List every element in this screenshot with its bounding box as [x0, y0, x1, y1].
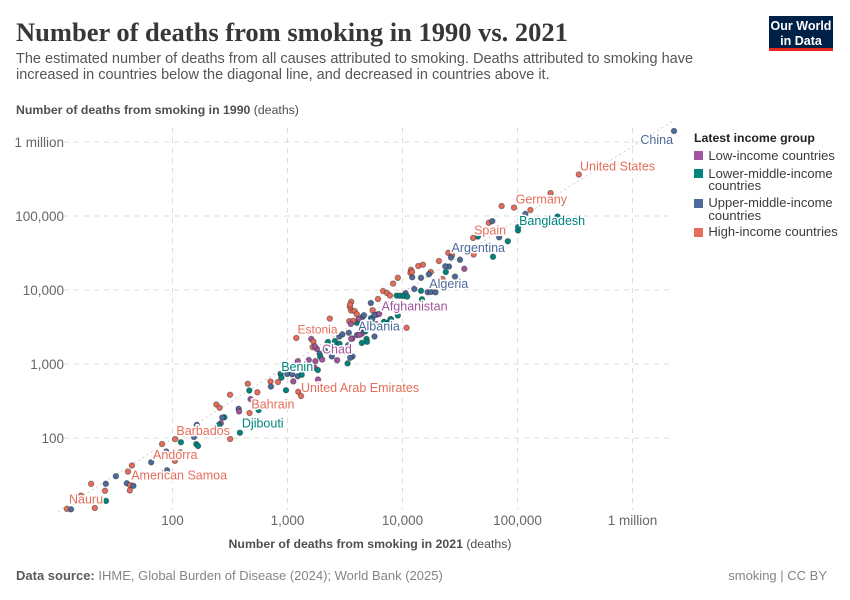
- svg-text:100: 100: [41, 431, 64, 446]
- svg-text:Afghanistan: Afghanistan: [382, 299, 448, 313]
- svg-text:1,000: 1,000: [30, 357, 64, 372]
- svg-text:Spain: Spain: [474, 224, 506, 238]
- svg-text:Number of deaths from smoking: Number of deaths from smoking in 2021 (d…: [229, 537, 512, 551]
- svg-text:100,000: 100,000: [493, 513, 542, 528]
- svg-text:Chad: Chad: [322, 343, 352, 357]
- svg-text:Germany: Germany: [516, 193, 568, 207]
- svg-text:Estonia: Estonia: [298, 323, 338, 337]
- svg-text:Barbados: Barbados: [176, 424, 230, 438]
- svg-text:Algeria: Algeria: [429, 277, 468, 291]
- svg-text:1 million: 1 million: [608, 513, 658, 528]
- svg-text:American Samoa: American Samoa: [131, 469, 227, 483]
- svg-text:Nauru: Nauru: [69, 493, 103, 507]
- svg-text:Benin: Benin: [281, 360, 313, 374]
- svg-text:100: 100: [161, 513, 184, 528]
- svg-text:Argentina: Argentina: [452, 241, 506, 255]
- svg-text:Bangladesh: Bangladesh: [519, 214, 585, 228]
- svg-text:United Arab Emirates: United Arab Emirates: [301, 381, 419, 395]
- svg-text:10,000: 10,000: [382, 513, 423, 528]
- svg-text:1 million: 1 million: [14, 135, 64, 150]
- svg-text:Albania: Albania: [358, 319, 400, 333]
- svg-text:China: China: [640, 133, 673, 147]
- svg-text:100,000: 100,000: [15, 209, 64, 224]
- svg-text:10,000: 10,000: [23, 283, 64, 298]
- svg-text:Djibouti: Djibouti: [242, 416, 284, 430]
- svg-text:United States: United States: [580, 160, 655, 174]
- svg-text:1,000: 1,000: [271, 513, 305, 528]
- svg-text:Andorra: Andorra: [153, 448, 198, 462]
- svg-text:Bahrain: Bahrain: [251, 398, 294, 412]
